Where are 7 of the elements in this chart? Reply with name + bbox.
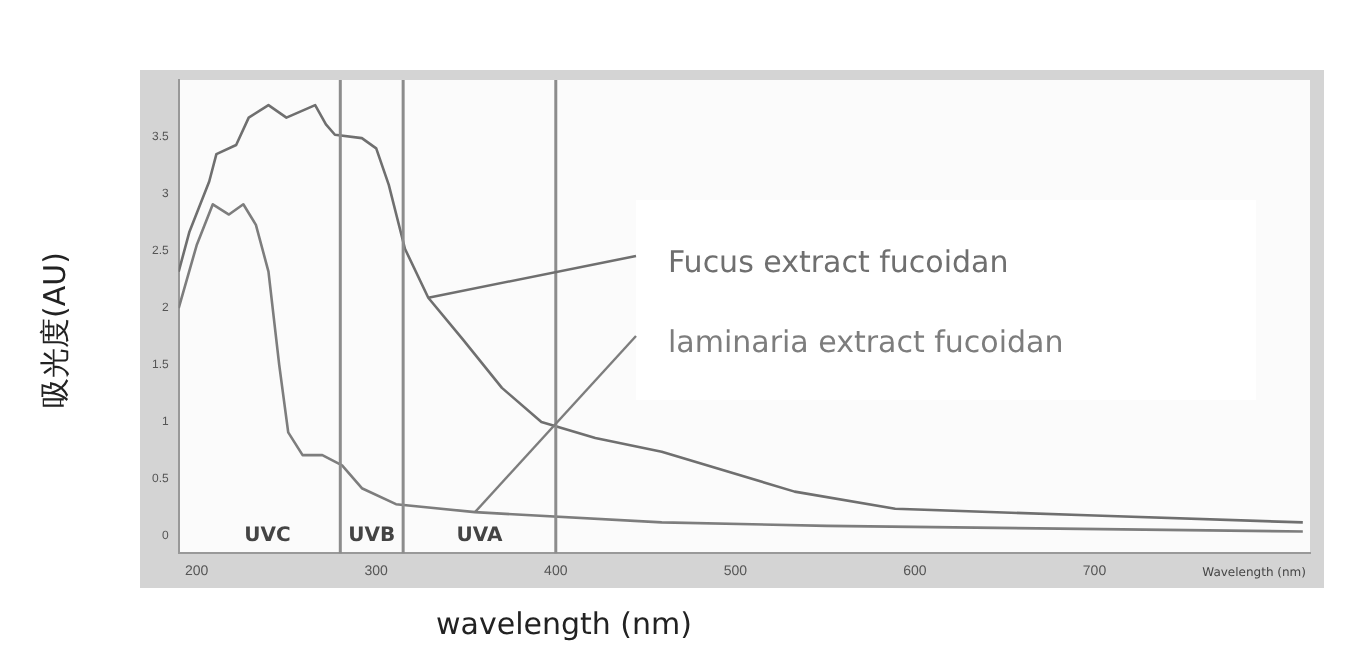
annotation: UVC [244, 525, 291, 548]
annotation: UVA [456, 525, 503, 548]
x-axis-title: wavelength (nm) [436, 606, 692, 642]
text: laminaria extract fucoidan [668, 323, 1064, 360]
y-axis-title: 吸光度(AU) [37, 252, 75, 408]
annotation: UVB [348, 525, 396, 548]
text: Fucus extract fucoidan [668, 243, 1009, 280]
